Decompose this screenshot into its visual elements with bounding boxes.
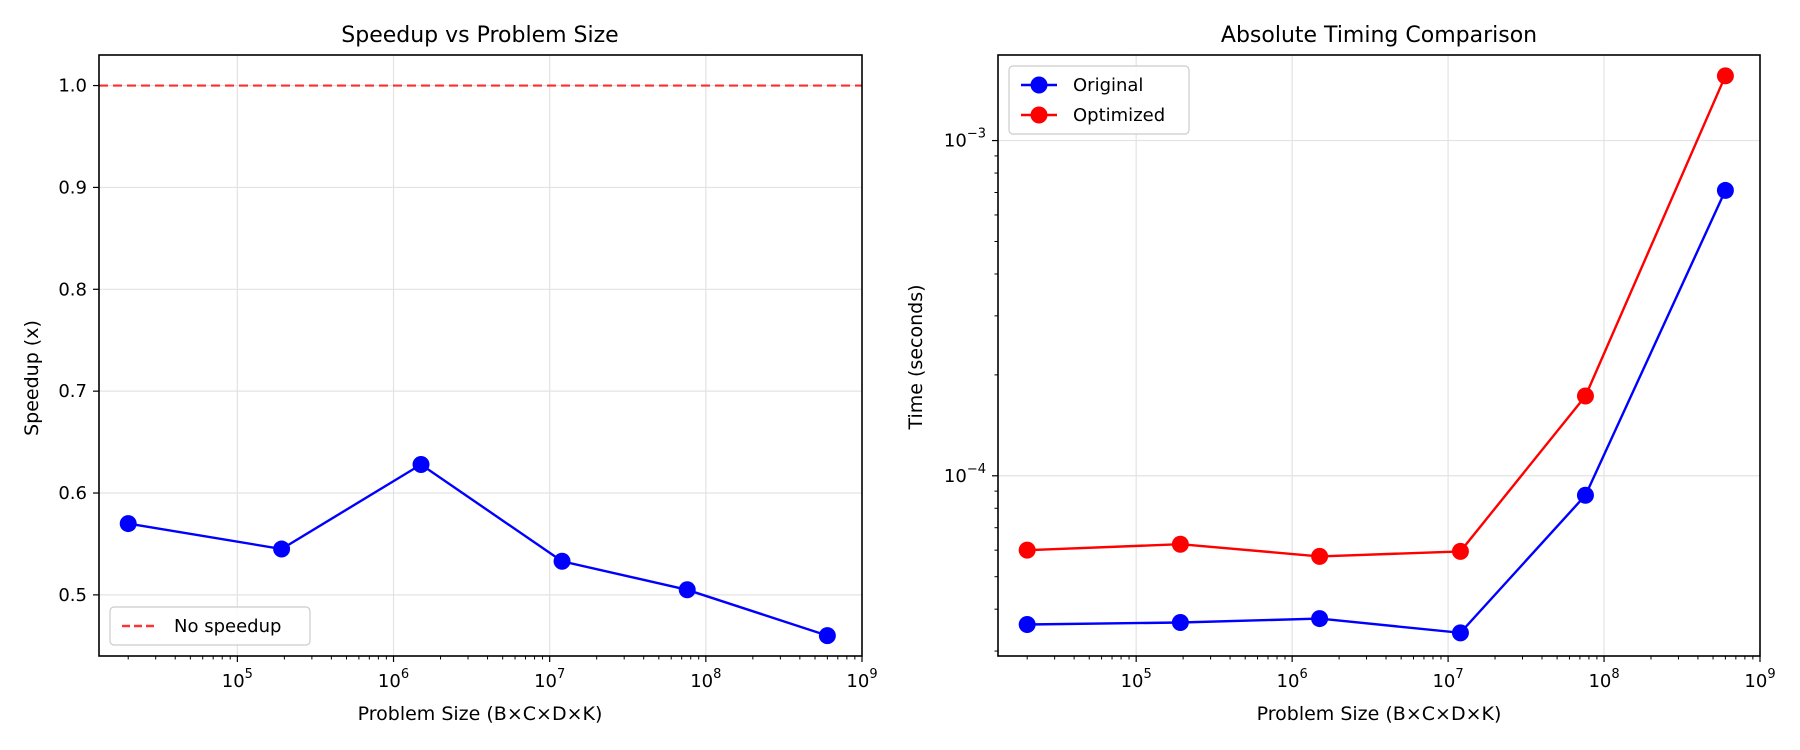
timing-legend-label: Optimized	[1073, 105, 1165, 126]
timing-x-tick-label: 107	[1432, 667, 1463, 692]
speedup-plot-frame	[98, 54, 863, 657]
speedup-series-line	[128, 463, 828, 637]
speedup-data-point	[412, 455, 430, 473]
speedup-x-axis-label: Problem Size (B×C×D×K)	[358, 703, 603, 725]
timing-data-point	[1018, 541, 1036, 559]
speedup-x-tick-label: 107	[534, 667, 565, 692]
timing-data-point	[1716, 67, 1734, 85]
speedup-x-ticks: 105 106 107 108 109	[127, 656, 878, 692]
timing-legend-marker	[1030, 76, 1048, 94]
timing-plot-frame	[997, 54, 1761, 657]
timing-y-tick-base: 10	[944, 131, 967, 152]
timing-x-tick-exponent: 9	[1767, 667, 1775, 682]
speedup-data-point	[119, 515, 137, 533]
timing-data-point	[1018, 616, 1036, 634]
timing-y-tick-exponent: −4	[967, 462, 986, 477]
speedup-series	[119, 455, 836, 645]
timing-y-tick-label: 10−3	[944, 127, 986, 152]
timing-data-point	[1311, 610, 1329, 628]
speedup-x-tick-label: 108	[690, 667, 721, 692]
timing-x-tick-base: 10	[1277, 671, 1300, 692]
speedup-y-tick-label: 0.7	[58, 381, 87, 402]
speedup-y-tick-label: 0.5	[58, 585, 87, 606]
timing-legend: Original Optimized	[1008, 65, 1190, 135]
speedup-x-tick-base: 10	[222, 671, 245, 692]
speedup-y-axis-label: Speedup (x)	[21, 320, 43, 436]
speedup-data-point	[553, 552, 571, 570]
speedup-y-tick-label: 0.8	[58, 279, 87, 300]
speedup-y-tick-value: 0.6	[58, 483, 87, 504]
timing-y-ticks: 10−410−3	[944, 127, 998, 652]
timing-y-tick-exponent: −3	[967, 127, 986, 142]
timing-x-tick-base: 10	[1588, 671, 1611, 692]
timing-data-point	[1576, 486, 1594, 504]
timing-x-tick-base: 10	[1432, 671, 1455, 692]
timing-y-tick-label: 10−4	[944, 462, 986, 487]
speedup-y-tick-value: 0.8	[58, 279, 87, 300]
speedup-chart: 105 106 107 108 109 0.50.60.70.80.91.0 Speed…	[21, 23, 878, 725]
speedup-x-tick-exponent: 9	[869, 667, 877, 682]
speedup-x-tick-exponent: 5	[245, 667, 253, 682]
speedup-legend-label: No speedup	[174, 616, 281, 637]
timing-x-tick-exponent: 7	[1455, 667, 1463, 682]
timing-legend-box	[1008, 65, 1190, 135]
timing-data-point	[1311, 547, 1329, 565]
speedup-x-tick-label: 109	[846, 667, 877, 692]
timing-chart: 105 106 107 108 109 10−410−3 Absolute Timing…	[905, 23, 1776, 725]
timing-y-tick-base: 10	[944, 466, 967, 487]
timing-x-tick-label: 108	[1588, 667, 1619, 692]
speedup-y-tick-label: 0.6	[58, 483, 87, 504]
timing-x-tick-label: 106	[1277, 667, 1308, 692]
speedup-x-tick-base: 10	[690, 671, 713, 692]
timing-series	[1018, 67, 1734, 642]
timing-x-tick-exponent: 5	[1143, 667, 1151, 682]
timing-legend-label: Original	[1073, 75, 1143, 96]
timing-data-point	[1451, 542, 1469, 560]
speedup-y-tick-value: 1.0	[58, 76, 87, 97]
timing-data-point	[1716, 181, 1734, 199]
speedup-x-tick-base: 10	[846, 671, 869, 692]
speedup-y-tick-label: 0.9	[58, 177, 87, 198]
timing-series-line	[1027, 75, 1727, 558]
speedup-x-tick-base: 10	[534, 671, 557, 692]
timing-data-point	[1171, 614, 1189, 632]
timing-x-ticks: 105 106 107 108 109	[1026, 656, 1776, 692]
timing-y-axis-label: Time (seconds)	[905, 284, 927, 430]
speedup-chart-title: Speedup vs Problem Size	[341, 23, 618, 48]
speedup-y-tick-value: 0.5	[58, 585, 87, 606]
speedup-y-tick-label: 1.0	[58, 76, 87, 97]
speedup-x-tick-exponent: 6	[401, 667, 409, 682]
timing-chart-title: Absolute Timing Comparison	[1221, 23, 1537, 48]
timing-x-tick-label: 109	[1744, 667, 1775, 692]
speedup-x-tick-label: 106	[378, 667, 409, 692]
speedup-data-point	[678, 581, 696, 599]
speedup-y-tick-value: 0.7	[58, 381, 87, 402]
timing-x-tick-exponent: 8	[1611, 667, 1619, 682]
timing-x-tick-base: 10	[1121, 671, 1144, 692]
timing-x-axis-label: Problem Size (B×C×D×K)	[1257, 703, 1502, 725]
speedup-x-tick-exponent: 8	[713, 667, 721, 682]
timing-data-point	[1171, 535, 1189, 553]
speedup-x-tick-exponent: 7	[557, 667, 565, 682]
timing-x-tick-base: 10	[1744, 671, 1767, 692]
timing-data-point	[1451, 624, 1469, 642]
speedup-data-point	[818, 627, 836, 645]
timing-data-point	[1576, 387, 1594, 405]
timing-x-tick-label: 105	[1121, 667, 1152, 692]
timing-series-line	[1027, 189, 1727, 635]
speedup-x-tick-label: 105	[222, 667, 253, 692]
speedup-y-ticks: 0.5 0.6 0.7 0.8 0.9 1.0	[58, 76, 99, 606]
speedup-y-tick-value: 0.9	[58, 177, 87, 198]
speedup-x-tick-base: 10	[378, 671, 401, 692]
timing-x-tick-exponent: 6	[1299, 667, 1307, 682]
timing-legend-marker	[1030, 106, 1048, 124]
speedup-legend-box	[109, 606, 311, 646]
speedup-data-point	[273, 540, 291, 558]
speedup-legend: No speedup	[109, 606, 311, 646]
